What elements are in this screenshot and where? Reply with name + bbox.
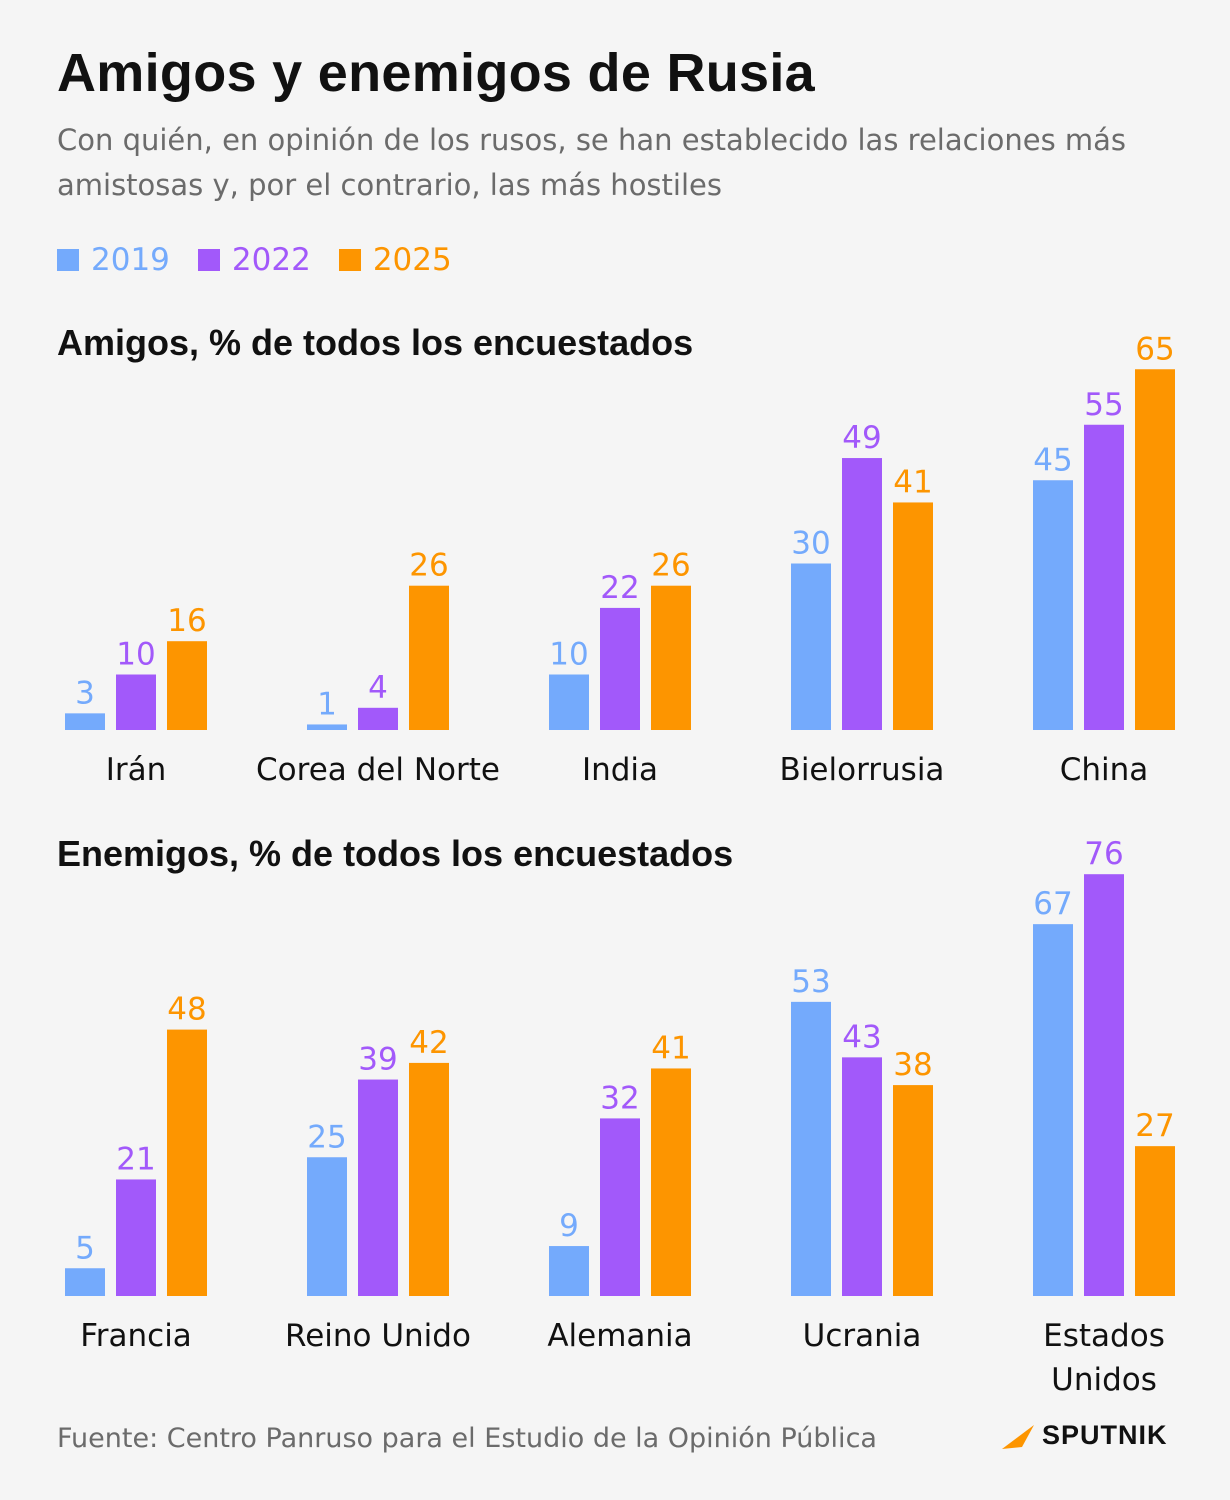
friends-category-label-1: Corea del Norte xyxy=(256,752,500,788)
friends-category-label-2: India xyxy=(582,752,658,788)
enemies-chart-title: Enemigos, % de todos los encuestados xyxy=(57,833,734,874)
enemies-category-label-1: Reino Unido xyxy=(285,1318,471,1354)
sputnik-logo: SPUTNIK xyxy=(1000,1420,1168,1451)
friends-value-label-1-2019: 1 xyxy=(317,686,337,722)
enemies-bar-1-2022 xyxy=(358,1079,398,1296)
enemies-bar-1-2025 xyxy=(409,1062,449,1296)
friends-bar-3-2025 xyxy=(893,502,933,730)
enemies-bar-4-2019 xyxy=(1033,924,1073,1296)
friends-bar-4-2025 xyxy=(1135,369,1175,730)
page-title: Amigos y enemigos de Rusia xyxy=(57,43,815,103)
friends-bar-1-2022 xyxy=(358,707,398,730)
legend-swatch-2019 xyxy=(57,249,79,271)
enemies-bar-4-2025 xyxy=(1135,1146,1175,1296)
enemies-value-label-4-2019: 67 xyxy=(1033,886,1072,922)
legend-swatch-2022 xyxy=(197,249,220,271)
enemies-value-label-4-2025: 27 xyxy=(1135,1108,1174,1144)
friends-value-label-0-2022: 10 xyxy=(116,637,155,673)
enemies-value-label-3-2025: 38 xyxy=(893,1047,932,1083)
enemies-category-label-0: Francia xyxy=(80,1318,192,1354)
friends-bar-1-2025 xyxy=(409,585,449,730)
legend: 2019 2022 2025 xyxy=(57,242,452,278)
enemies-bar-3-2019 xyxy=(791,1001,831,1296)
enemies-bar-4-2022 xyxy=(1084,874,1124,1296)
enemies-category-label-3: Ucrania xyxy=(803,1318,922,1354)
sputnik-logo-text: SPUTNIK xyxy=(1042,1420,1168,1450)
legend-item-2025: 2025 xyxy=(338,242,452,278)
enemies-value-label-0-2022: 21 xyxy=(116,1141,155,1177)
enemies-bar-2-2019 xyxy=(549,1246,589,1296)
enemies-value-label-2-2019: 9 xyxy=(559,1208,579,1244)
enemies-value-label-4-2022: 76 xyxy=(1084,836,1123,872)
enemies-bar-2-2022 xyxy=(600,1118,640,1296)
enemies-value-label-1-2019: 25 xyxy=(307,1119,346,1155)
friends-value-label-3-2025: 41 xyxy=(893,464,932,500)
enemies-bar-0-2022 xyxy=(116,1179,156,1296)
friends-value-label-0-2025: 16 xyxy=(167,603,206,639)
enemies-bar-1-2019 xyxy=(307,1157,347,1296)
enemies-chart: 5 21 48 Francia 25 39 42 Reino Unido 9 32 41 Aleman… xyxy=(65,836,1175,1398)
enemies-value-label-1-2022: 39 xyxy=(358,1042,397,1078)
legend-item-2022: 2022 xyxy=(197,242,311,278)
enemies-value-label-0-2019: 5 xyxy=(75,1230,95,1266)
enemies-category-label-4: Estados xyxy=(1043,1318,1165,1354)
friends-bar-3-2019 xyxy=(791,563,831,730)
friends-value-label-4-2025: 65 xyxy=(1135,331,1174,367)
friends-value-label-4-2022: 55 xyxy=(1084,387,1123,423)
page-subtitle: Con quién, en opinión de los rusos, se h… xyxy=(57,123,1127,202)
enemies-value-label-2-2022: 32 xyxy=(600,1080,639,1116)
friends-value-label-0-2019: 3 xyxy=(75,675,95,711)
legend-label-2022: 2022 xyxy=(231,242,311,278)
legend-label-2025: 2025 xyxy=(372,242,452,278)
friends-bar-3-2022 xyxy=(842,458,882,730)
enemies-bar-2-2025 xyxy=(651,1068,691,1296)
enemies-category-label-2: Alemania xyxy=(547,1318,692,1354)
enemies-category-label-4: Unidos xyxy=(1051,1362,1157,1398)
legend-swatch-2025 xyxy=(338,249,361,271)
friends-category-label-3: Bielorrusia xyxy=(780,752,945,788)
friends-value-label-2-2025: 26 xyxy=(651,548,690,584)
enemies-bar-0-2025 xyxy=(167,1029,207,1296)
legend-label-2019: 2019 xyxy=(91,242,170,278)
friends-bar-4-2022 xyxy=(1084,424,1124,730)
friends-bar-2-2019 xyxy=(549,674,589,730)
friends-category-label-0: Irán xyxy=(106,752,167,788)
source-note: Fuente: Centro Panruso para el Estudio d… xyxy=(57,1423,877,1454)
friends-category-label-4: China xyxy=(1060,752,1149,788)
enemies-bar-3-2025 xyxy=(893,1085,933,1296)
enemies-value-label-3-2019: 53 xyxy=(791,964,830,1000)
enemies-bar-0-2019 xyxy=(65,1268,105,1296)
legend-item-2019: 2019 xyxy=(57,242,170,278)
friends-value-label-2-2019: 10 xyxy=(549,637,588,673)
friends-bar-4-2019 xyxy=(1033,480,1073,730)
friends-bar-2-2025 xyxy=(651,585,691,730)
enemies-bar-3-2022 xyxy=(842,1057,882,1296)
friends-bar-1-2019 xyxy=(307,724,347,730)
friends-chart: 3 10 16 Irán 1 4 26 Corea del Norte 10 22 26 India 3… xyxy=(65,331,1175,788)
friends-bar-0-2019 xyxy=(65,713,105,730)
friends-value-label-1-2022: 4 xyxy=(368,670,388,706)
friends-bar-0-2022 xyxy=(116,674,156,730)
friends-bar-0-2025 xyxy=(167,641,207,730)
enemies-value-label-2-2025: 41 xyxy=(651,1030,690,1066)
friends-chart-title: Amigos, % de todos los encuestados xyxy=(57,322,694,363)
friends-bar-2-2022 xyxy=(600,607,640,730)
friends-value-label-2-2022: 22 xyxy=(600,570,639,606)
friends-value-label-3-2022: 49 xyxy=(842,420,881,456)
friends-value-label-4-2019: 45 xyxy=(1033,442,1072,478)
enemies-value-label-0-2025: 48 xyxy=(167,992,206,1028)
friends-value-label-1-2025: 26 xyxy=(409,548,448,584)
enemies-value-label-1-2025: 42 xyxy=(409,1025,448,1061)
friends-value-label-3-2019: 30 xyxy=(791,526,830,562)
enemies-value-label-3-2022: 43 xyxy=(842,1019,881,1055)
sputnik-logo-icon xyxy=(1002,1424,1034,1449)
